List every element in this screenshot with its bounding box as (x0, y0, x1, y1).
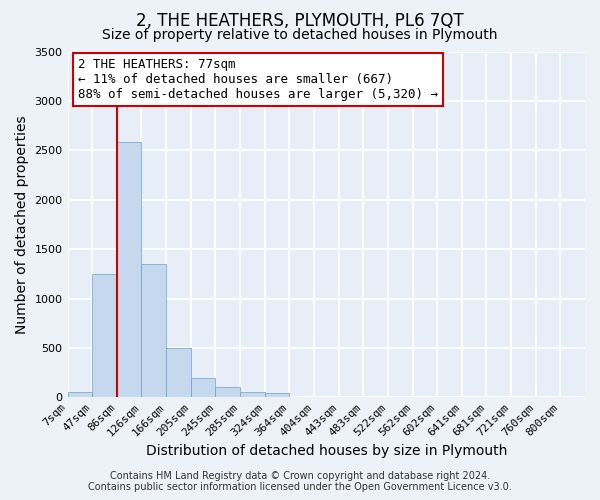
Text: 2, THE HEATHERS, PLYMOUTH, PL6 7QT: 2, THE HEATHERS, PLYMOUTH, PL6 7QT (136, 12, 464, 30)
Bar (191, 378, 215, 398)
Bar (166, 348, 191, 398)
Bar (142, 264, 166, 398)
Bar (265, 394, 289, 398)
X-axis label: Distribution of detached houses by size in Plymouth: Distribution of detached houses by size … (146, 444, 507, 458)
Bar (92, 274, 117, 398)
Bar (215, 386, 240, 398)
Text: 2 THE HEATHERS: 77sqm
← 11% of detached houses are smaller (667)
88% of semi-det: 2 THE HEATHERS: 77sqm ← 11% of detached … (78, 58, 438, 102)
Text: Contains HM Land Registry data © Crown copyright and database right 2024.
Contai: Contains HM Land Registry data © Crown c… (88, 471, 512, 492)
Y-axis label: Number of detached properties: Number of detached properties (15, 115, 29, 334)
Bar (240, 392, 265, 398)
Bar (117, 142, 142, 398)
Text: Size of property relative to detached houses in Plymouth: Size of property relative to detached ho… (102, 28, 498, 42)
Bar (68, 392, 92, 398)
